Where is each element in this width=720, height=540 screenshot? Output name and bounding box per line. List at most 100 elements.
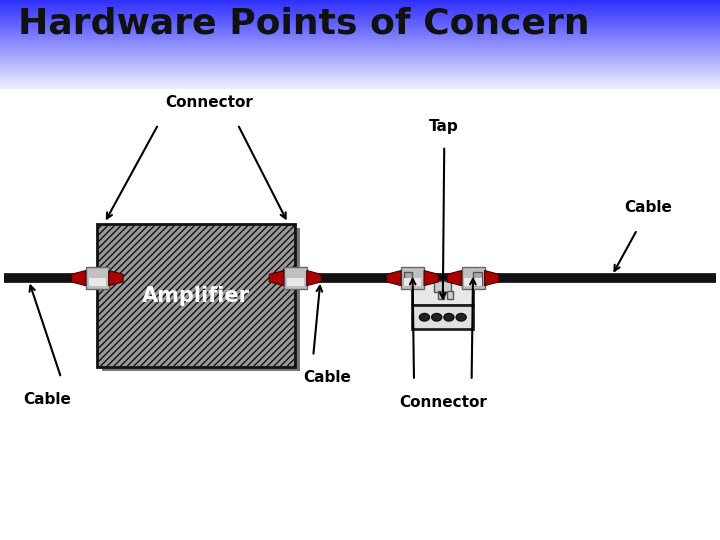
Bar	[0, 78, 720, 79]
Bar	[0, 3, 720, 4]
Bar	[0, 56, 720, 57]
Bar	[0, 35, 720, 36]
Bar	[0, 52, 720, 53]
Text: Cable: Cable	[304, 370, 351, 386]
Bar	[0, 24, 720, 25]
Bar	[0, 71, 720, 72]
Bar	[0, 10, 720, 11]
Bar	[89, 278, 106, 286]
Text: Cable: Cable	[624, 200, 672, 215]
Bar	[0, 83, 720, 84]
Bar	[0, 32, 720, 33]
Bar	[0, 69, 720, 70]
Polygon shape	[485, 271, 499, 286]
Bar	[0, 84, 720, 85]
Bar	[0, 53, 720, 54]
Bar	[0, 58, 720, 59]
Bar	[0, 87, 720, 89]
Bar	[0, 15, 720, 16]
Bar	[0, 77, 720, 78]
Bar	[0, 41, 720, 42]
Polygon shape	[269, 271, 284, 286]
Bar	[0, 30, 720, 31]
Bar	[0, 44, 720, 45]
Bar	[0, 8, 720, 9]
Bar	[0, 34, 720, 35]
Bar	[0, 28, 720, 29]
Bar	[97, 224, 295, 367]
Bar	[0, 42, 720, 43]
Circle shape	[419, 313, 429, 321]
Bar	[0, 60, 720, 61]
Bar	[0, 16, 720, 17]
Bar	[0, 29, 720, 30]
Bar	[0, 61, 720, 62]
Bar	[284, 267, 307, 289]
Text: Tap: Tap	[429, 119, 459, 134]
Bar	[0, 11, 720, 12]
Text: Hardware Points of Concern: Hardware Points of Concern	[18, 6, 590, 40]
Bar	[0, 81, 720, 82]
Polygon shape	[387, 271, 401, 286]
Text: Amplifier: Amplifier	[143, 286, 251, 306]
Bar	[0, 1, 720, 2]
Bar	[0, 75, 720, 76]
Circle shape	[456, 313, 467, 321]
Bar	[0, 57, 720, 58]
Bar	[0, 20, 720, 21]
Bar	[0, 73, 720, 75]
Circle shape	[432, 313, 442, 321]
Bar	[0, 17, 720, 18]
Bar	[404, 278, 421, 286]
Bar	[0, 79, 720, 80]
Bar	[102, 228, 300, 371]
Bar	[0, 2, 720, 3]
Text: Connector: Connector	[165, 95, 253, 110]
Bar	[0, 23, 720, 24]
Bar	[464, 278, 482, 286]
Polygon shape	[71, 271, 86, 286]
Bar	[0, 38, 720, 39]
Bar	[0, 63, 720, 64]
Bar	[0, 4, 720, 5]
Bar	[0, 62, 720, 63]
Bar	[0, 36, 720, 37]
Bar	[0, 47, 720, 48]
Bar	[412, 281, 474, 305]
Polygon shape	[307, 271, 321, 286]
Bar	[0, 43, 720, 44]
Bar	[412, 305, 474, 329]
Polygon shape	[447, 271, 462, 286]
Bar	[0, 14, 720, 15]
Bar	[0, 86, 720, 87]
Bar	[0, 80, 720, 81]
Bar	[0, 26, 720, 28]
Bar	[0, 51, 720, 52]
Bar	[0, 31, 720, 32]
Bar	[0, 65, 720, 66]
Bar	[0, 49, 720, 50]
Bar	[438, 291, 444, 299]
Bar	[0, 39, 720, 40]
Bar	[401, 267, 424, 289]
Bar	[287, 278, 304, 286]
Bar	[86, 267, 109, 289]
Bar	[0, 70, 720, 71]
Bar	[462, 267, 485, 289]
Bar	[0, 0, 720, 1]
Polygon shape	[109, 271, 123, 286]
Bar	[447, 291, 453, 299]
Bar	[0, 76, 720, 77]
Bar	[0, 33, 720, 34]
Bar	[0, 5, 720, 6]
Polygon shape	[424, 271, 438, 286]
Bar	[0, 54, 720, 55]
Bar	[0, 40, 720, 41]
Bar	[0, 67, 720, 68]
Text: Cable: Cable	[23, 392, 71, 407]
Text: Connector: Connector	[399, 395, 487, 410]
Bar	[0, 72, 720, 73]
Bar	[0, 9, 720, 10]
Bar	[0, 25, 720, 26]
Bar	[403, 272, 412, 285]
